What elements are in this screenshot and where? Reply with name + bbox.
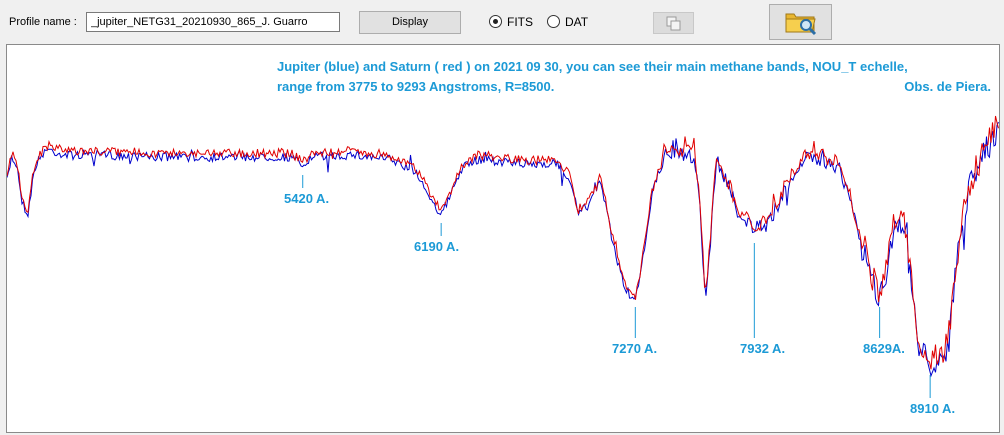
toolbar: Profile name : Display FITS DAT: [0, 0, 1004, 44]
dat-label: DAT: [565, 15, 589, 29]
profile-name-input[interactable]: [86, 12, 340, 32]
open-file-button[interactable]: [769, 4, 832, 40]
band-label-8629: 8629A.: [863, 341, 905, 356]
band-label-5420: 5420 A.: [284, 191, 330, 206]
band-label-6190: 6190 A.: [414, 239, 460, 254]
fits-radio[interactable]: [489, 15, 502, 28]
fits-label: FITS: [507, 15, 533, 29]
plot-title-line1: Jupiter (blue) and Saturn ( red ) on 202…: [277, 59, 908, 74]
folder-search-icon: [785, 13, 817, 36]
profile-name-label: Profile name :: [9, 16, 77, 28]
band-label-7270: 7270 A.: [612, 341, 658, 356]
copy-button[interactable]: [653, 12, 694, 34]
copy-icon: [666, 16, 681, 31]
band-label-8910: 8910 A.: [910, 401, 956, 416]
saturn-spectrum-line: [7, 115, 999, 370]
observatory-label: Obs. de Piera.: [904, 79, 991, 94]
dat-radio[interactable]: [547, 15, 560, 28]
spectrum-plot: Jupiter (blue) and Saturn ( red ) on 202…: [6, 44, 1000, 433]
spectrum-chart: [7, 115, 999, 398]
plot-title-line2: range from 3775 to 9293 Angstroms, R=850…: [277, 79, 555, 94]
display-button[interactable]: Display: [359, 11, 461, 34]
band-label-7932: 7932 A.: [740, 341, 786, 356]
